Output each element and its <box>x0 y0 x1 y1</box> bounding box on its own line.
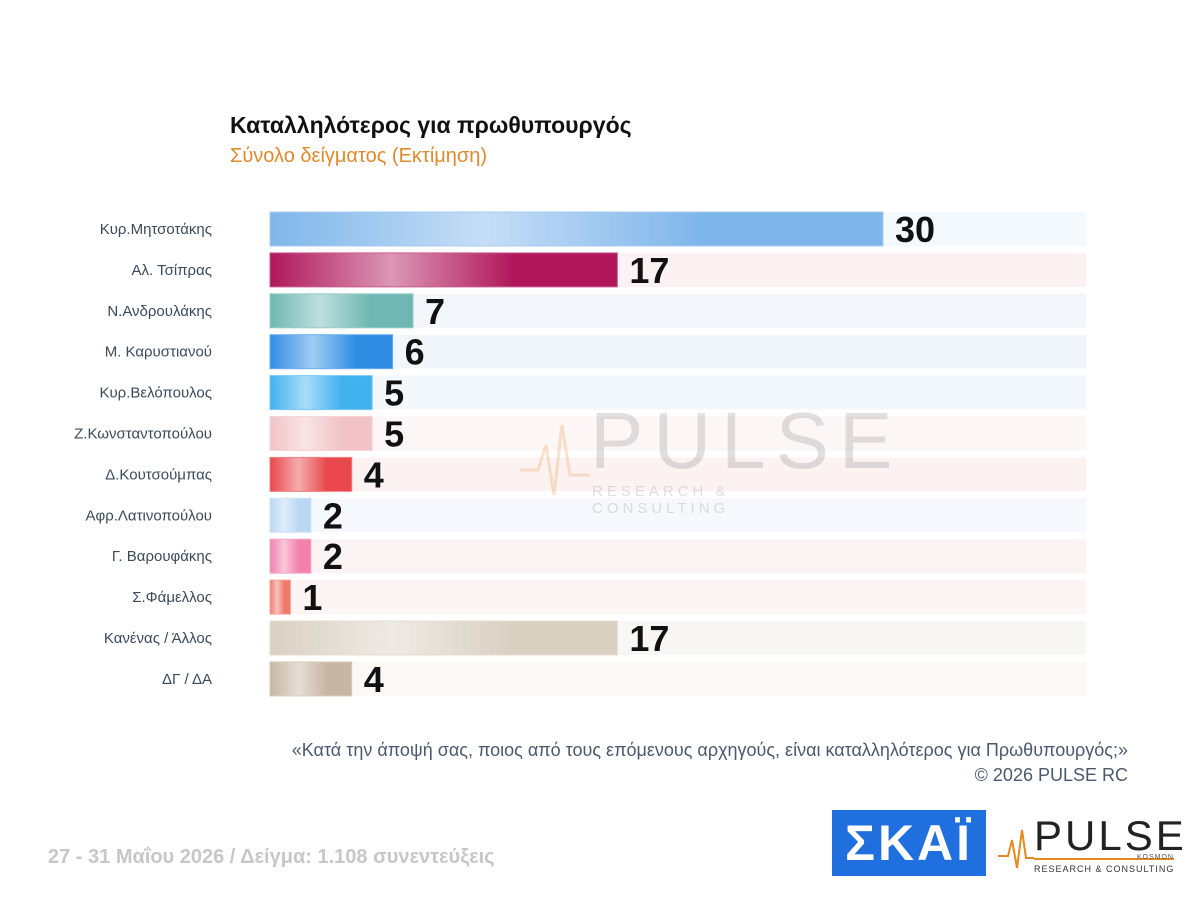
category-label: ΔΓ / ΔΑ <box>162 671 212 688</box>
category-label: Γ. Βαρουφάκης <box>112 548 212 565</box>
row-background <box>270 580 1086 615</box>
row-background <box>270 334 1086 369</box>
bar <box>269 375 373 411</box>
value-label: 5 <box>384 373 404 414</box>
pulse-logo-kosmon: KOSMON <box>1136 854 1174 861</box>
category-label: Αλ. Τσίπρας <box>132 262 212 279</box>
skai-logo: ΣΚΑΪ <box>832 810 986 876</box>
value-label: 4 <box>364 454 384 495</box>
chart-title: Καταλληλότερος για πρωθυπουργός <box>230 112 632 138</box>
value-label: 5 <box>384 414 404 455</box>
category-label: Κυρ.Βελόπουλος <box>99 385 212 402</box>
copyright-note: © 2026 PULSE RC <box>974 765 1128 785</box>
value-label: 7 <box>425 291 445 332</box>
category-label: Σ.Φάμελλος <box>132 589 212 606</box>
value-label: 2 <box>323 495 343 536</box>
watermark-subtext: RESEARCH & CONSULTING <box>592 483 730 517</box>
chart-subtitle: Σύνολο δείγματος (Εκτίμηση) <box>230 145 488 167</box>
bar <box>269 579 291 615</box>
bar <box>269 497 312 533</box>
bar <box>269 293 414 329</box>
category-label: Κανένας / Άλλος <box>104 630 212 647</box>
value-label: 1 <box>302 577 322 618</box>
category-label: Ζ.Κωνσταντοπούλου <box>74 426 212 443</box>
row-background <box>270 416 1086 451</box>
pulse-watermark: PULSE RESEARCH & CONSULTING <box>520 395 892 517</box>
survey-footnote: 27 - 31 Μαΐου 2026 / Δείγμα: 1.108 συνεν… <box>48 846 495 868</box>
value-label: 17 <box>629 250 669 291</box>
bar <box>269 538 312 574</box>
value-label: 30 <box>895 209 935 250</box>
bar <box>269 456 353 492</box>
value-label: 17 <box>629 618 669 659</box>
category-label: Κυρ.Μητσοτάκης <box>100 221 212 238</box>
row-background <box>270 539 1086 574</box>
category-label: Μ. Καρυστιανού <box>105 344 212 361</box>
row-background <box>270 457 1086 492</box>
bar <box>269 334 394 370</box>
survey-question: «Κατά την άποψή σας, ποιος από τους επόμ… <box>291 740 1128 760</box>
category-label: Αφρ.Λατινοπούλου <box>85 507 212 524</box>
value-label: 6 <box>405 332 425 373</box>
bar <box>269 661 353 697</box>
bar <box>269 211 884 247</box>
row-background <box>270 498 1086 533</box>
category-label: Ν.Ανδρουλάκης <box>107 303 212 320</box>
category-label: Δ.Κουτσούμπας <box>105 466 212 483</box>
pulse-logo-line <box>1034 858 1174 860</box>
row-background <box>270 375 1086 410</box>
value-label: 2 <box>323 536 343 577</box>
row-background <box>270 661 1086 696</box>
value-label: 4 <box>364 659 384 700</box>
pulse-logo-subtext: RESEARCH & CONSULTING <box>1034 864 1175 874</box>
pulse-logo-heartbeat-icon <box>998 829 1034 869</box>
bar <box>269 416 373 451</box>
pulse-heartbeat-icon <box>520 424 590 496</box>
watermark-text: PULSE <box>590 396 903 485</box>
bar <box>269 252 618 288</box>
pulse-logo: PULSE KOSMON RESEARCH & CONSULTING <box>998 812 1184 876</box>
pulse-logo-text: PULSE <box>1034 812 1187 859</box>
bar <box>269 620 618 656</box>
